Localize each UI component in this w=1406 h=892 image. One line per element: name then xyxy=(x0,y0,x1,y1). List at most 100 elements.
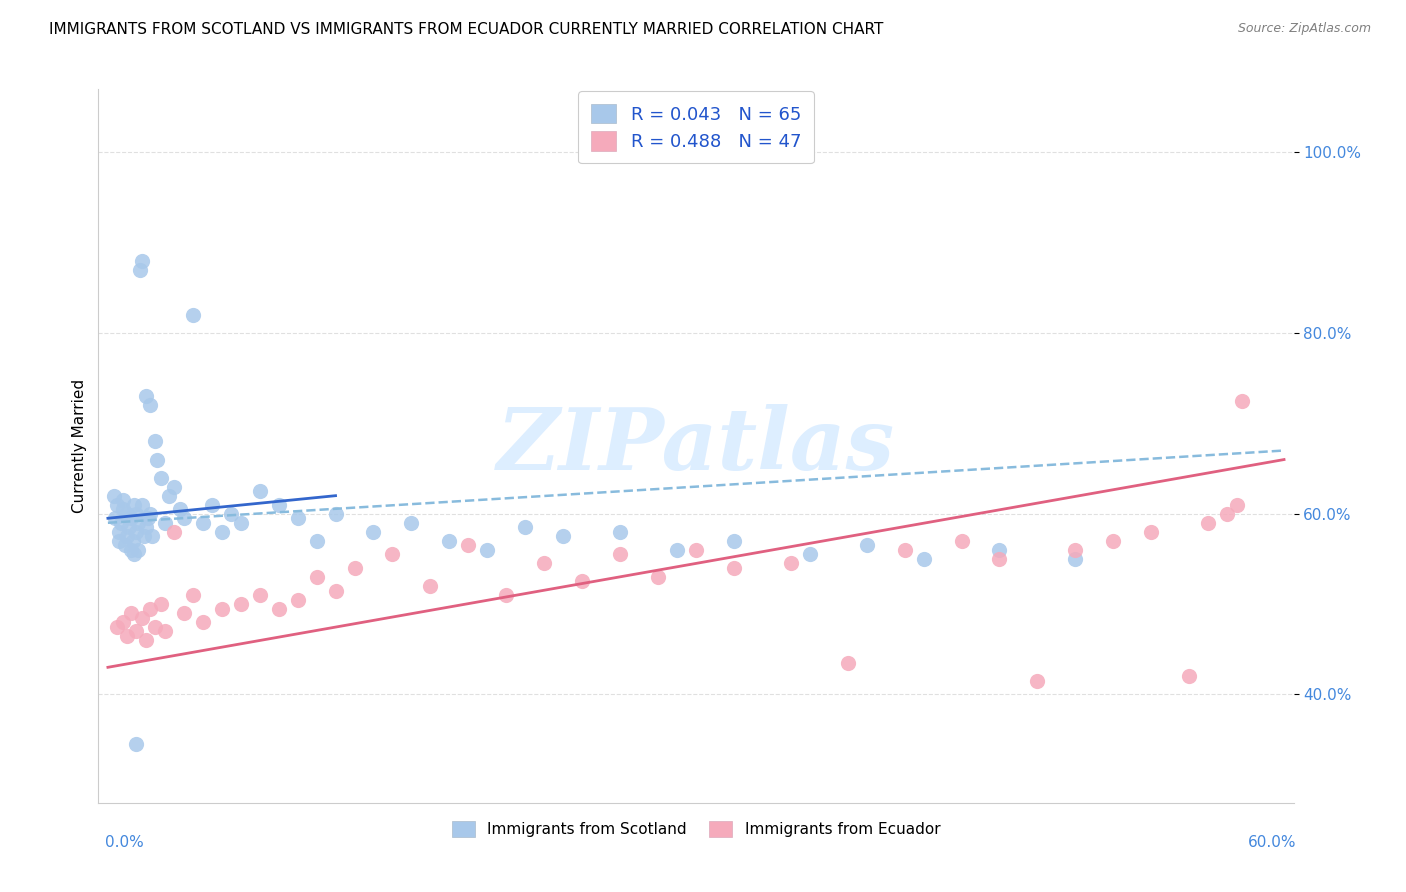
Point xyxy=(343,561,366,575)
Point xyxy=(191,615,214,629)
Point xyxy=(138,601,160,615)
Point xyxy=(121,533,143,548)
Point xyxy=(112,493,135,508)
Point xyxy=(150,470,173,484)
Point xyxy=(799,548,821,562)
Point xyxy=(173,511,195,525)
Point xyxy=(114,538,136,552)
Legend: Immigrants from Scotland, Immigrants from Ecuador: Immigrants from Scotland, Immigrants fro… xyxy=(444,814,948,845)
Point xyxy=(103,489,125,503)
Point xyxy=(108,533,131,548)
Point xyxy=(115,507,138,521)
Point xyxy=(1064,552,1087,566)
Point xyxy=(325,583,347,598)
Point xyxy=(127,542,149,557)
Point xyxy=(110,516,132,530)
Point xyxy=(1064,542,1087,557)
Point xyxy=(666,542,689,557)
Point xyxy=(287,511,309,525)
Point xyxy=(127,516,149,530)
Point xyxy=(401,516,423,530)
Point xyxy=(287,592,309,607)
Point xyxy=(1216,507,1239,521)
Point xyxy=(132,529,155,543)
Text: Source: ZipAtlas.com: Source: ZipAtlas.com xyxy=(1237,22,1371,36)
Point xyxy=(723,561,745,575)
Text: ZIPatlas: ZIPatlas xyxy=(496,404,896,488)
Point xyxy=(912,552,935,566)
Point xyxy=(457,538,479,552)
Point xyxy=(124,548,146,562)
Point xyxy=(1140,524,1163,539)
Point xyxy=(685,542,707,557)
Point xyxy=(169,502,191,516)
Point xyxy=(988,552,1011,566)
Point xyxy=(163,480,186,494)
Point xyxy=(120,511,142,525)
Point xyxy=(125,507,148,521)
Point xyxy=(1197,516,1219,530)
Point xyxy=(105,498,128,512)
Point xyxy=(138,507,160,521)
Point xyxy=(150,597,173,611)
Point xyxy=(131,253,153,268)
Point xyxy=(609,524,631,539)
Point xyxy=(135,520,157,534)
Point xyxy=(125,624,148,639)
Point xyxy=(135,389,157,403)
Point xyxy=(249,588,271,602)
Point xyxy=(153,624,176,639)
Point xyxy=(136,511,159,525)
Point xyxy=(112,615,135,629)
Point xyxy=(157,489,180,503)
Point xyxy=(143,620,166,634)
Text: 0.0%: 0.0% xyxy=(105,836,145,850)
Point xyxy=(124,498,146,512)
Point xyxy=(855,538,877,552)
Point xyxy=(201,498,224,512)
Point xyxy=(229,516,252,530)
Point xyxy=(129,263,152,277)
Point xyxy=(723,533,745,548)
Point xyxy=(105,620,128,634)
Point xyxy=(249,484,271,499)
Point xyxy=(131,610,153,624)
Point xyxy=(115,629,138,643)
Point xyxy=(181,308,204,322)
Point xyxy=(305,533,328,548)
Y-axis label: Currently Married: Currently Married xyxy=(72,379,87,513)
Point xyxy=(325,507,347,521)
Point xyxy=(125,737,148,751)
Point xyxy=(1226,498,1249,512)
Point xyxy=(381,548,404,562)
Point xyxy=(120,606,142,620)
Point xyxy=(533,557,555,571)
Point xyxy=(131,498,153,512)
Point xyxy=(146,452,169,467)
Point xyxy=(1026,673,1049,688)
Point xyxy=(211,524,233,539)
Point xyxy=(143,434,166,449)
Point xyxy=(173,606,195,620)
Point xyxy=(104,511,127,525)
Point xyxy=(163,524,186,539)
Point xyxy=(419,579,441,593)
Point xyxy=(779,557,801,571)
Point xyxy=(267,601,290,615)
Point xyxy=(181,588,204,602)
Point xyxy=(125,524,148,539)
Point xyxy=(135,633,157,648)
Point xyxy=(115,529,138,543)
Point xyxy=(647,570,669,584)
Point xyxy=(267,498,290,512)
Point xyxy=(191,516,214,530)
Point xyxy=(439,533,461,548)
Point xyxy=(138,398,160,412)
Point xyxy=(950,533,973,548)
Point xyxy=(571,574,593,589)
Text: 60.0%: 60.0% xyxy=(1249,836,1296,850)
Point xyxy=(893,542,915,557)
Point xyxy=(477,542,499,557)
Point xyxy=(118,520,141,534)
Point xyxy=(153,516,176,530)
